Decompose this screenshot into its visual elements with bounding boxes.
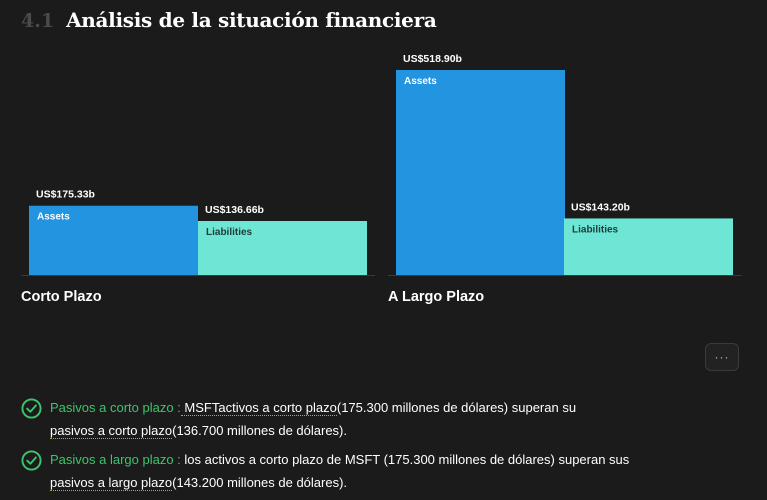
check-link[interactable]: pasivos a largo plazo xyxy=(50,475,173,491)
bar-value-label: US$136.66b xyxy=(205,204,264,216)
category-label: Corto Plazo xyxy=(21,289,102,305)
check-text: (136.700 millones de dólares). xyxy=(172,423,348,438)
section-header: 4.1 Análisis de la situación financiera xyxy=(21,8,437,38)
bar-series-label: Liabilities xyxy=(206,227,253,238)
check-circle-icon xyxy=(21,398,42,419)
bar-assets-0 xyxy=(29,205,198,275)
check-circle-icon xyxy=(21,450,42,471)
check-text: (143.200 millones de dólares). xyxy=(172,475,348,490)
bar-liabilities-0 xyxy=(198,221,367,275)
check-item-long-term: Pasivos a largo plazo : los activos a co… xyxy=(21,448,751,494)
section-title: Análisis de la situación financiera xyxy=(66,8,437,32)
bar-value-label: US$518.90b xyxy=(403,53,462,65)
bar-value-label: US$175.33b xyxy=(36,189,95,201)
check-title: Pasivos a corto plazo : xyxy=(50,400,181,415)
category-label: A Largo Plazo xyxy=(388,289,484,305)
bar-series-label: Assets xyxy=(37,212,70,223)
bar-liabilities-1 xyxy=(564,218,733,275)
check-title: Pasivos a largo plazo : xyxy=(50,452,181,467)
check-text: los activos a corto plazo de MSFT (175.3… xyxy=(180,452,630,467)
check-text: (175.300 millones de dólares) superan su xyxy=(336,400,577,415)
financial-position-chart: Assets US$175.33b Liabilities US$136.66b Cor… xyxy=(21,53,742,305)
bar-series-label: Assets xyxy=(404,76,437,87)
check-text: MSFTactivos a corto plazo xyxy=(180,400,337,416)
check-item-short-term: Pasivos a corto plazo : MSFTactivos a co… xyxy=(21,396,751,442)
bar-value-label: US$143.20b xyxy=(571,201,630,213)
more-options-button[interactable]: ··· xyxy=(705,343,739,371)
section-number: 4.1 xyxy=(21,10,55,32)
bar-assets-1 xyxy=(396,70,565,275)
check-link[interactable]: pasivos a corto plazo xyxy=(50,423,173,439)
checks-list: Pasivos a corto plazo : MSFTactivos a co… xyxy=(21,396,751,500)
bar-series-label: Liabilities xyxy=(572,224,619,235)
